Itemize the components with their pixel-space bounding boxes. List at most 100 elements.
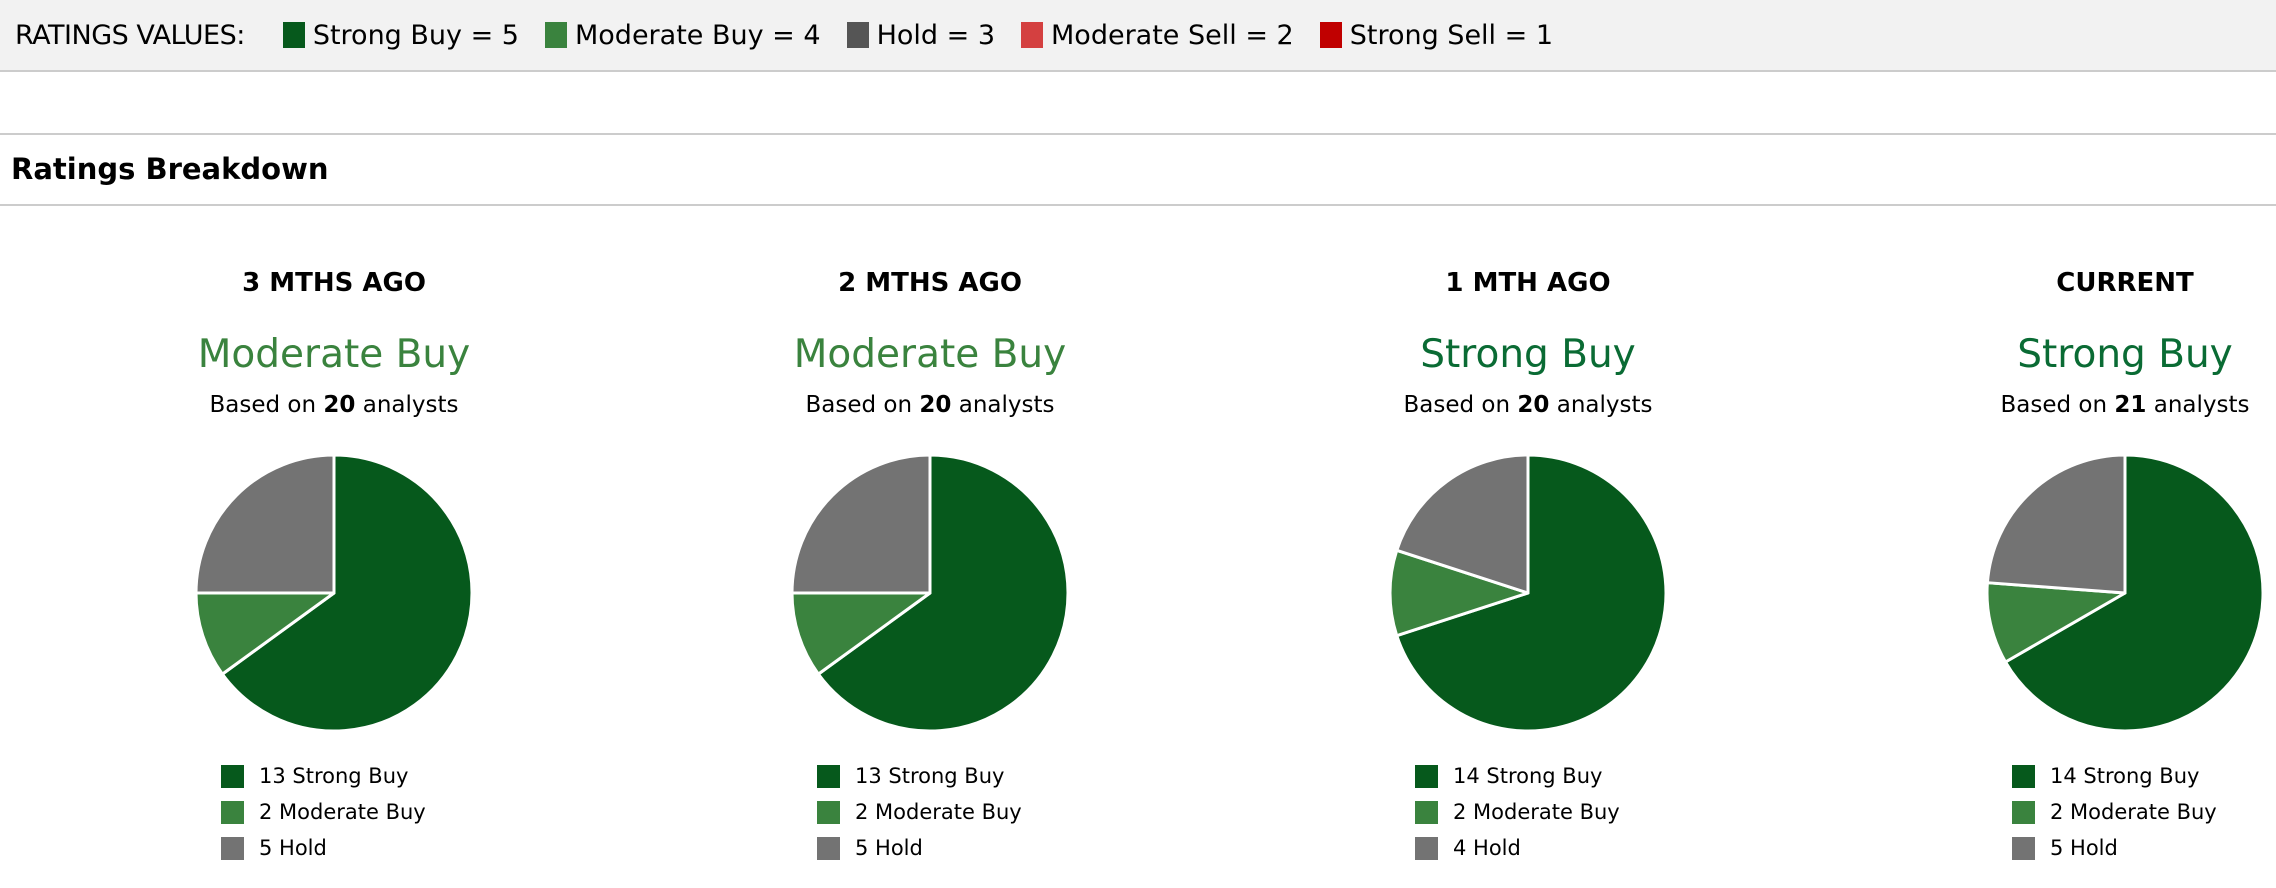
legend-label: Strong Sell = 1: [1349, 19, 1554, 51]
ratings-values-title: RATINGS VALUES:: [15, 19, 245, 51]
pie-legend-label: 5 Hold: [259, 836, 327, 860]
rating-period-column: CURRENT Strong Buy Based on 21 analysts 1…: [1825, 268, 2276, 866]
pie-legend-label: 13 Strong Buy: [259, 764, 409, 788]
period-title: 3 MTHS AGO: [242, 268, 426, 298]
pie-legend-label: 5 Hold: [2050, 836, 2118, 860]
pie-slice-moderate-buy[interactable]: [1985, 581, 2127, 664]
pie-legend-item: 2 Moderate Buy: [1415, 794, 1635, 830]
analysts-label: analysts: [951, 392, 1055, 418]
analyst-number: 20: [323, 392, 356, 418]
pie-slice-strong-buy[interactable]: [220, 453, 474, 733]
analyst-number: 21: [2114, 392, 2147, 418]
pie-legend-swatch: [817, 800, 840, 824]
analysts-label: analysts: [1549, 392, 1653, 418]
pie-legend-label: 2 Moderate Buy: [1453, 800, 1620, 824]
pie-legend-swatch: [1415, 764, 1438, 788]
legend-item: Moderate Sell = 2: [1021, 20, 1294, 51]
analysts-label: analysts: [2146, 392, 2250, 418]
analyst-count: Based on 20 analysts: [1228, 392, 1828, 418]
consensus-rating: Moderate Buy: [793, 332, 1067, 377]
pie-legend: 13 Strong Buy 2 Moderate Buy 5 Hold: [817, 758, 1037, 866]
legend-item: Moderate Buy = 4: [544, 19, 821, 51]
legend-swatch: [544, 22, 567, 48]
pie-legend-item: 4 Hold: [1415, 830, 1635, 866]
rating-period-column: 2 MTHS AGO Moderate Buy Based on 20 anal…: [630, 268, 1230, 866]
ratings-values-bar: RATINGS VALUES: Strong Buy = 5 Moderate B…: [0, 0, 2276, 72]
pie-legend-label: 2 Moderate Buy: [2050, 800, 2217, 824]
divider: [0, 204, 2276, 206]
ratings-pie: [790, 453, 1070, 733]
pie-legend-item: 5 Hold: [817, 830, 1037, 866]
analyst-number: 20: [919, 392, 952, 418]
legend-label: Strong Buy = 5: [312, 19, 519, 51]
legend-item: Strong Sell = 1: [1319, 19, 1554, 51]
analyst-count: Based on 20 analysts: [630, 392, 1230, 418]
pie-legend-swatch: [1415, 800, 1438, 824]
pie-legend-swatch: [817, 836, 840, 860]
legend-swatch: [282, 22, 305, 48]
ratings-pie: [1388, 453, 1668, 733]
legend-label: Moderate Buy = 4: [574, 19, 821, 51]
consensus-rating: Moderate Buy: [197, 332, 471, 377]
based-on-label: Based on: [1403, 392, 1518, 418]
pie-legend-item: 2 Moderate Buy: [2012, 794, 2232, 830]
analyst-count: Based on 21 analysts: [1825, 392, 2276, 418]
period-title: 1 MTH AGO: [1445, 268, 1611, 298]
pie-legend-item: 5 Hold: [2012, 830, 2232, 866]
pie-legend-swatch: [221, 764, 244, 788]
pie-legend: 14 Strong Buy 2 Moderate Buy 5 Hold: [2012, 758, 2232, 866]
pie-legend-swatch: [2012, 836, 2035, 860]
pie-legend-label: 2 Moderate Buy: [259, 800, 426, 824]
legend-swatch: [1021, 22, 1043, 48]
legend-item: Strong Buy = 5: [282, 19, 519, 51]
pie-legend-label: 2 Moderate Buy: [855, 800, 1022, 824]
pie-legend-item: 14 Strong Buy: [2012, 758, 2232, 794]
pie-slice-hold[interactable]: [1395, 453, 1530, 595]
based-on-label: Based on: [2000, 392, 2115, 418]
pie-legend-label: 14 Strong Buy: [2050, 764, 2200, 788]
legend-label: Moderate Sell = 2: [1051, 19, 1294, 51]
pie-legend: 14 Strong Buy 2 Moderate Buy 4 Hold: [1415, 758, 1635, 866]
pie-slice-moderate-buy[interactable]: [1388, 548, 1530, 638]
pie-slice-moderate-buy[interactable]: [790, 591, 932, 676]
pie-legend-item: 2 Moderate Buy: [221, 794, 441, 830]
legend-swatch: [1319, 22, 1342, 48]
pie-legend-item: 13 Strong Buy: [221, 758, 441, 794]
legend-swatch: [846, 22, 869, 48]
based-on-label: Based on: [209, 392, 324, 418]
pie-legend-label: 5 Hold: [855, 836, 923, 860]
pie-slice-moderate-buy[interactable]: [194, 591, 336, 676]
pie-legend-swatch: [817, 764, 840, 788]
pie-slice-strong-buy[interactable]: [2003, 453, 2265, 733]
rating-period-column: 3 MTHS AGO Moderate Buy Based on 20 anal…: [34, 268, 634, 866]
pie-legend: 13 Strong Buy 2 Moderate Buy 5 Hold: [221, 758, 441, 866]
pie-slice-strong-buy[interactable]: [816, 453, 1070, 733]
ratings-pie: [1985, 453, 2265, 733]
pie-slice-hold[interactable]: [1985, 453, 2127, 595]
pie-legend-label: 13 Strong Buy: [855, 764, 1005, 788]
pie-legend-item: 13 Strong Buy: [817, 758, 1037, 794]
divider: [0, 133, 2276, 135]
pie-legend-swatch: [2012, 800, 2035, 824]
pie-slice-strong-buy[interactable]: [1395, 453, 1668, 733]
pie-slice-hold[interactable]: [194, 453, 336, 595]
legend-item: Hold = 3: [846, 19, 995, 51]
pie-legend-item: 14 Strong Buy: [1415, 758, 1635, 794]
pie-legend-swatch: [221, 836, 244, 860]
rating-period-column: 1 MTH AGO Strong Buy Based on 20 analyst…: [1228, 268, 1828, 866]
pie-legend-item: 2 Moderate Buy: [817, 794, 1037, 830]
period-title: CURRENT: [2056, 268, 2194, 298]
analyst-count: Based on 20 analysts: [34, 392, 634, 418]
pie-legend-item: 5 Hold: [221, 830, 441, 866]
pie-legend-swatch: [1415, 836, 1438, 860]
pie-legend-label: 4 Hold: [1453, 836, 1521, 860]
legend-label: Hold = 3: [876, 19, 995, 51]
analyst-number: 20: [1517, 392, 1550, 418]
analysts-label: analysts: [355, 392, 459, 418]
consensus-rating: Strong Buy: [2017, 332, 2233, 377]
based-on-label: Based on: [805, 392, 920, 418]
ratings-pie: [194, 453, 474, 733]
pie-slice-hold[interactable]: [790, 453, 932, 595]
pie-legend-swatch: [2012, 764, 2035, 788]
pie-legend-swatch: [221, 800, 244, 824]
